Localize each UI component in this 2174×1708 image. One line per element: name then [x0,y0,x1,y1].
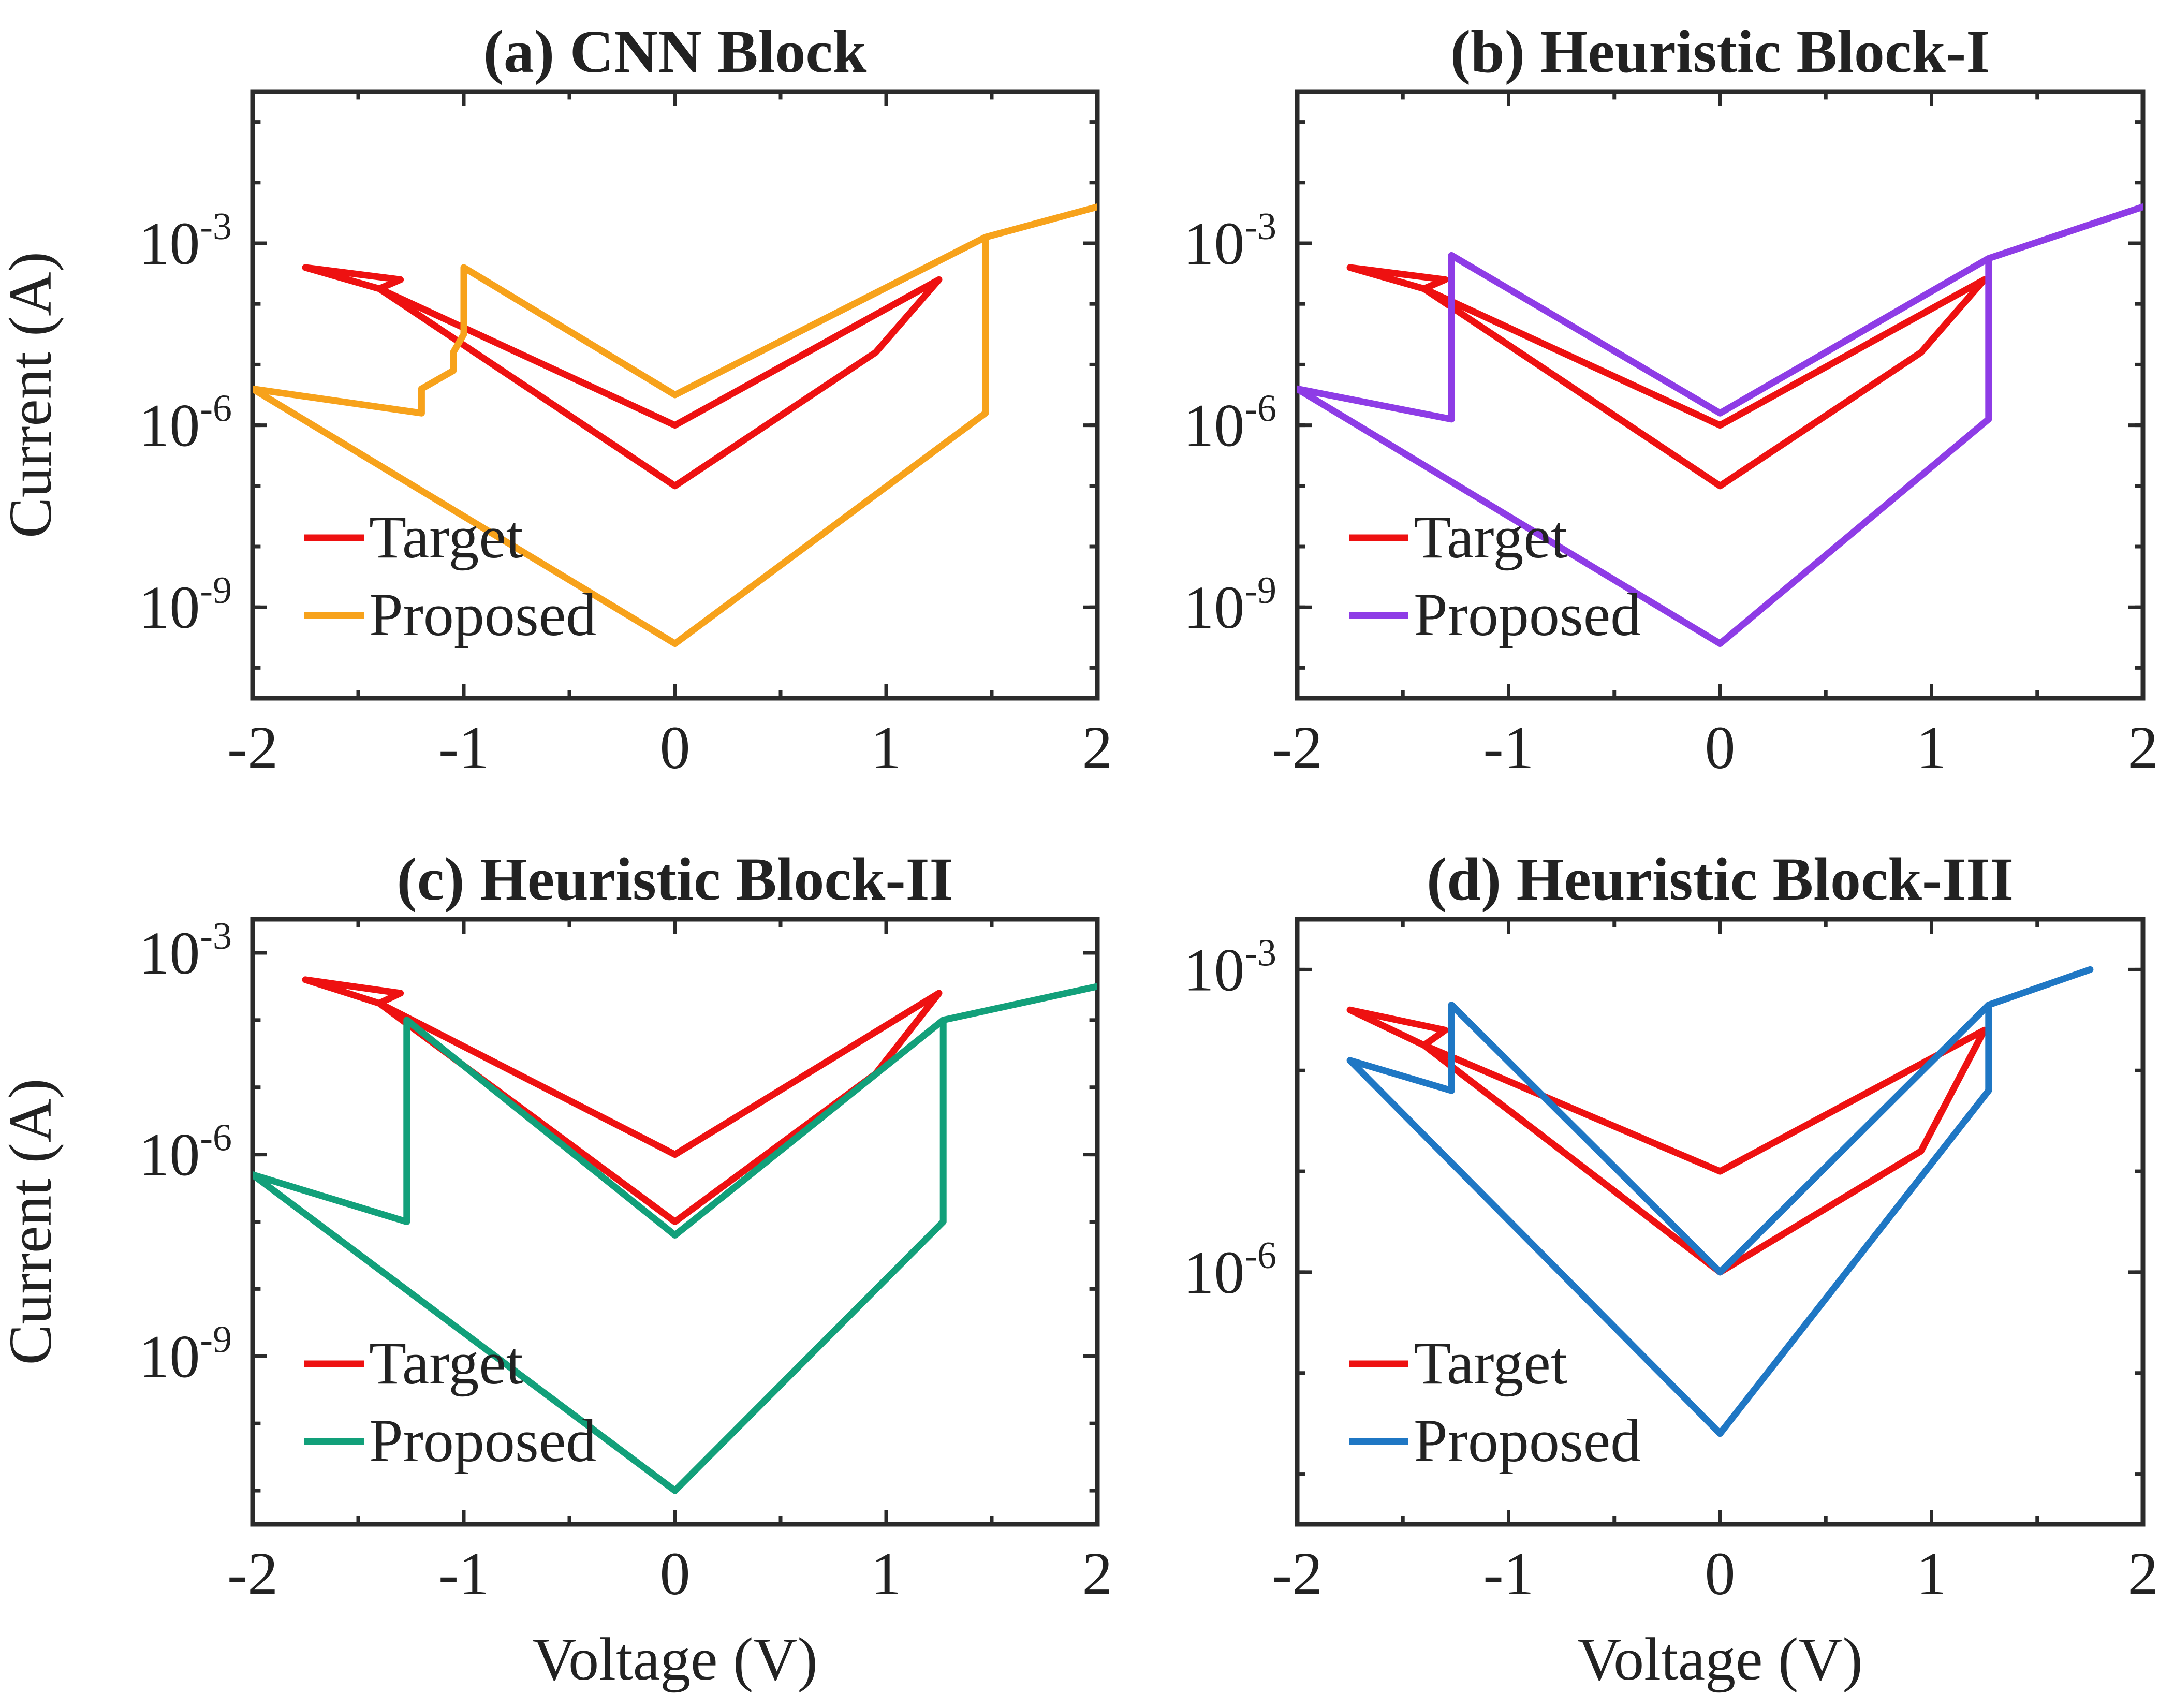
chart-title: (c) Heuristic Block-II [397,845,953,913]
x-tick-label: 1 [1916,1540,1947,1608]
x-tick-label: -2 [227,1540,278,1608]
series-target-line [1346,1006,1988,1276]
legend-label: Proposed [369,1407,596,1475]
x-tick-label: 2 [2128,714,2158,782]
y-tick-label: 10-9 [139,1318,232,1390]
x-axis-label: Voltage (V) [532,1625,818,1693]
panel-1: (a) CNN Block -2 -1 0 1 2 10-3 10-6 10-9 Current … [0,18,1113,782]
y-tick-label: 10-9 [139,569,232,641]
legend-label: Proposed [1414,1407,1641,1475]
y-axis-label: Current (A) [0,252,64,538]
legend-label: Target [1414,1329,1568,1397]
series-target-line [1346,264,1988,490]
x-tick-label: 0 [660,1540,691,1608]
legend-label: Proposed [369,581,596,649]
x-tick-label: -1 [1483,714,1534,782]
x-tick-label: 1 [871,714,902,782]
x-tick-label: 0 [1705,1540,1736,1608]
x-tick-label: -2 [227,714,278,782]
series-proposed-line [1297,203,2143,647]
y-tick-label: 10-6 [1183,1234,1276,1306]
legend-label: Target [369,503,523,571]
chart-title: (a) CNN Block [483,18,867,85]
chart-title: (b) Heuristic Block-I [1450,18,1990,85]
legend-label: Target [369,1329,523,1397]
y-tick-label: 10-3 [1183,932,1276,1004]
series-proposed-line [1346,966,2094,1437]
y-tick-label: 10-6 [139,1117,232,1189]
x-tick-label: -2 [1272,714,1323,782]
x-tick-label: 2 [2128,1540,2158,1608]
y-tick-label: 10-3 [139,915,232,987]
panel-4: (d) Heuristic Block-III -2 -1 0 1 2 10-3 10-6 Vo… [1183,845,2158,1693]
x-tick-label: 0 [660,714,691,782]
series-proposed-line [253,203,1097,647]
x-tick-label: 1 [1916,714,1947,782]
x-tick-label: 1 [871,1540,902,1608]
panel-3: (c) Heuristic Block-II -2 -1 0 1 2 10-3 10-6 10-… [0,845,1113,1693]
series-proposed-line [253,983,1097,1494]
x-tick-label: 2 [1082,1540,1113,1608]
x-tick-label: -1 [438,714,489,782]
legend-label: Target [1414,503,1568,571]
y-tick-label: 10-6 [1183,388,1276,460]
x-tick-label: -1 [438,1540,489,1608]
y-axis-label: Current (A) [0,1079,64,1365]
legend-label: Proposed [1414,581,1641,649]
panel-2: (b) Heuristic Block-I -2 -1 0 1 2 10-3 10-6 10-9… [1183,18,2158,782]
y-tick-label: 10-3 [139,205,232,277]
y-tick-label: 10-9 [1183,569,1276,641]
x-tick-label: -2 [1272,1540,1323,1608]
y-tick-label: 10-6 [139,388,232,460]
x-tick-label: 0 [1705,714,1736,782]
chart-title: (d) Heuristic Block-III [1427,845,2014,913]
y-tick-label: 10-3 [1183,205,1276,277]
x-tick-label: 2 [1082,714,1113,782]
x-tick-label: -1 [1483,1540,1534,1608]
x-axis-label: Voltage (V) [1577,1625,1863,1693]
series-target-line [302,264,943,490]
